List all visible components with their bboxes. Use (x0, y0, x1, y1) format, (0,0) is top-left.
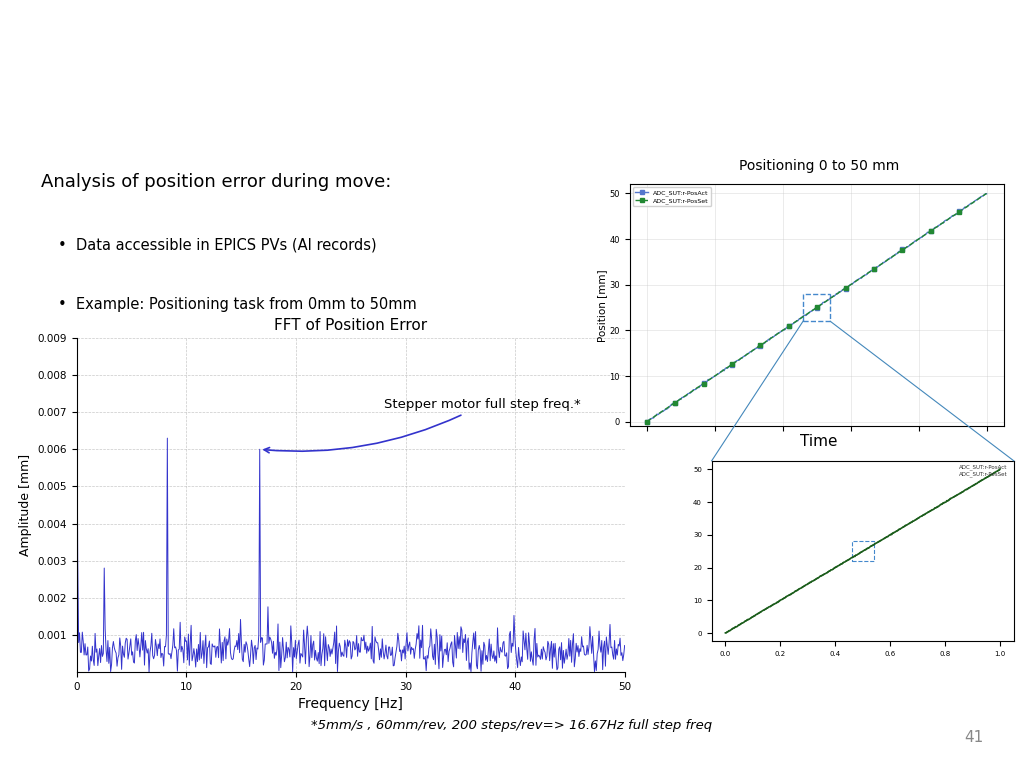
ADC_SUT:r-PosSet (642, 416, 654, 425)
ADC_SUT:r-PosSet (927, 225, 939, 234)
ADC_SUT:r-PosAct (642, 416, 654, 425)
Title: FFT of Position Error: FFT of Position Error (274, 318, 427, 333)
Line: ADC_SUT:r-PosAct: ADC_SUT:r-PosAct (645, 192, 988, 423)
ADC_SUT:r-PosSet (948, 210, 961, 220)
Bar (852, 541, 873, 561)
ADC_SUT:r-PosAct (641, 417, 653, 426)
Legend: ADC_SUT:r-PosAct, ADC_SUT:r-PosSet: ADC_SUT:r-PosAct, ADC_SUT:r-PosSet (633, 187, 711, 207)
Text: 41: 41 (964, 730, 983, 745)
ADC_SUT:r-PosAct (842, 282, 854, 291)
Line: ADC_SUT:r-PosSet: ADC_SUT:r-PosSet (645, 192, 988, 423)
ADC_SUT:r-PosSet (980, 189, 992, 198)
ADC_SUT:r-PosAct (849, 277, 861, 286)
ADC_SUT:r-PosSet (843, 281, 855, 290)
Text: •  Data accessible in EPICS PVs (AI records): • Data accessible in EPICS PVs (AI recor… (57, 238, 377, 253)
Y-axis label: Amplitude [mm]: Amplitude [mm] (19, 454, 32, 556)
ADC_SUT:r-PosAct (927, 225, 939, 234)
Text: Stepper motor full step freq.*: Stepper motor full step freq.* (264, 399, 581, 453)
Text: Data Acquisition: Position Data Analysis: Data Acquisition: Position Data Analysis (26, 88, 688, 121)
Text: Positioning 0 to 50 mm: Positioning 0 to 50 mm (739, 159, 899, 173)
Y-axis label: Position [mm]: Position [mm] (597, 269, 606, 342)
X-axis label: Frequency [Hz]: Frequency [Hz] (298, 697, 403, 711)
Text: •  Example: Positioning task from 0mm to 50mm: • Example: Positioning task from 0mm to … (57, 297, 417, 313)
ADC_SUT:r-PosSet (842, 282, 854, 291)
Bar (803, 294, 830, 321)
ADC_SUT:r-PosAct (980, 189, 992, 198)
ADC_SUT:r-PosAct (948, 210, 961, 220)
Text: Time: Time (801, 434, 838, 449)
Text: *5mm/s , 60mm/rev, 200 steps/rev=> 16.67Hz full step freq: *5mm/s , 60mm/rev, 200 steps/rev=> 16.67… (311, 720, 713, 732)
Text: ess: ess (870, 60, 907, 78)
Text: ADC_SUT:r-PosAct
ADC_SUT:r-PosSet: ADC_SUT:r-PosAct ADC_SUT:r-PosSet (959, 465, 1008, 477)
Text: EUROPEAN
SPALLATION
SOURCE: EUROPEAN SPALLATION SOURCE (940, 41, 982, 66)
Text: Analysis of position error during move:: Analysis of position error during move: (41, 174, 391, 191)
ADC_SUT:r-PosAct (843, 281, 855, 290)
ADC_SUT:r-PosSet (849, 277, 861, 286)
ADC_SUT:r-PosSet (641, 417, 653, 426)
